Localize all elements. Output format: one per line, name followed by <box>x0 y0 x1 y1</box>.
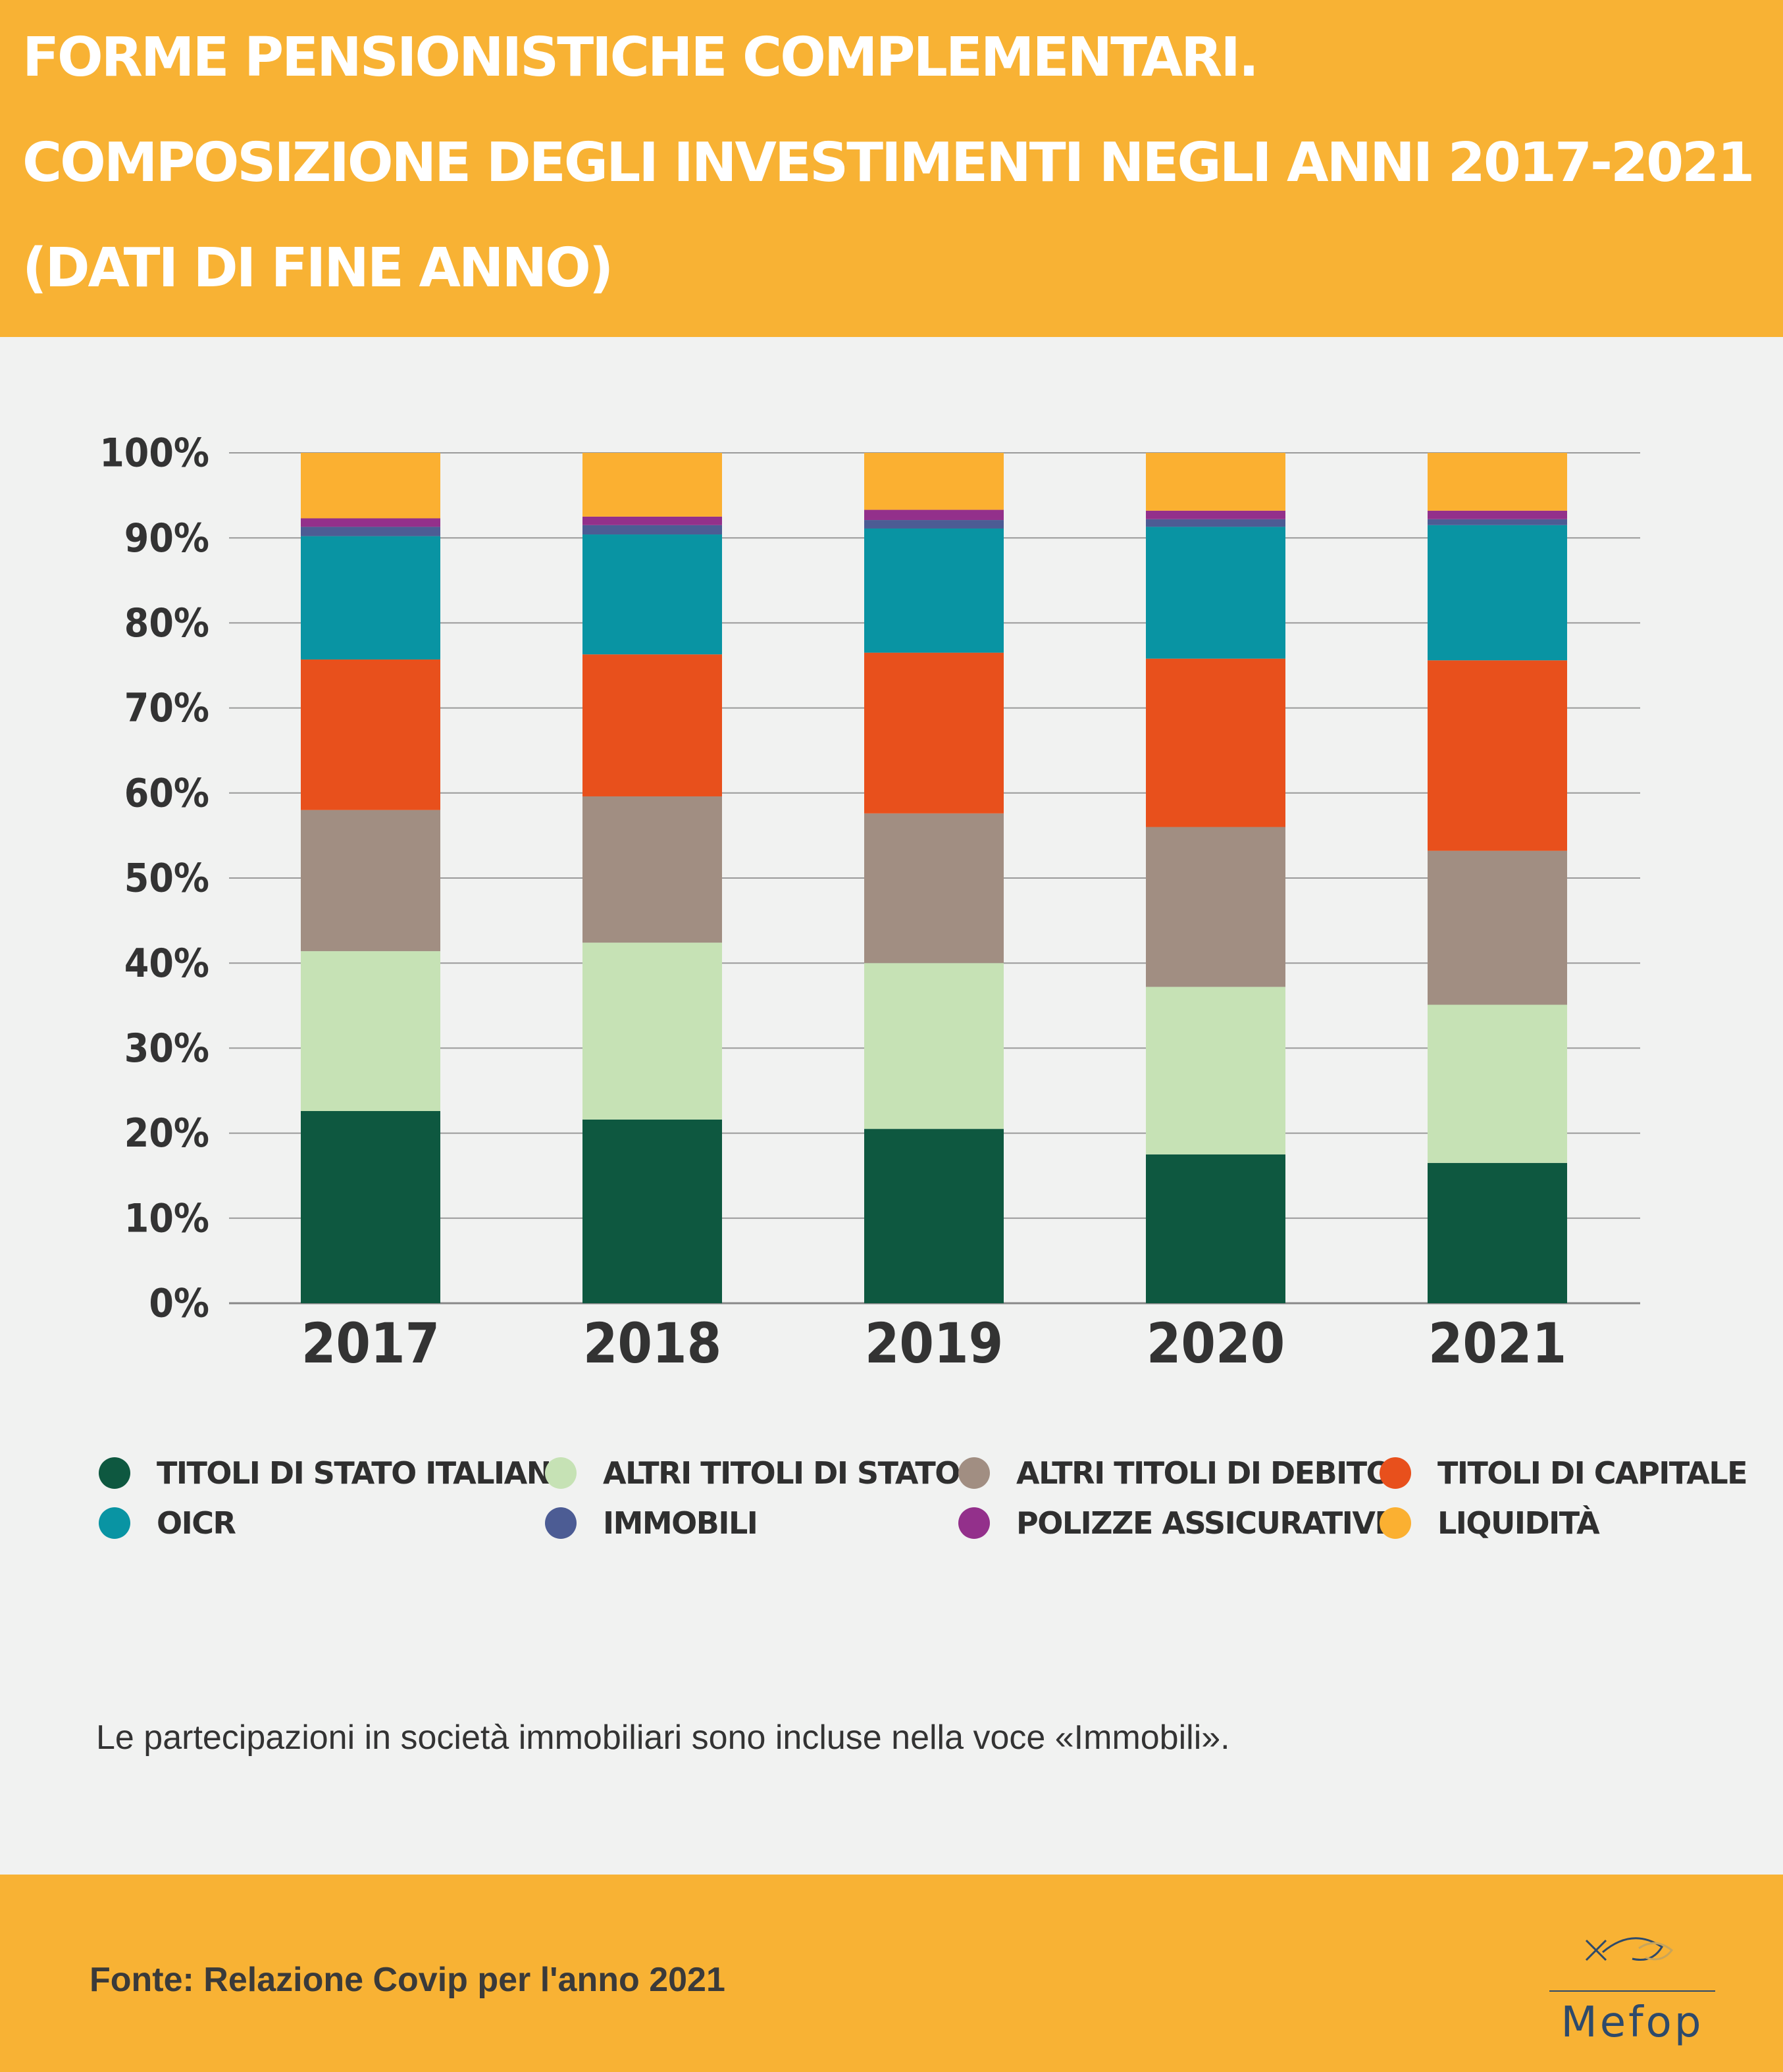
legend-label: TITOLI DI CAPITALE <box>1437 1455 1748 1491</box>
bar-segment <box>1146 519 1285 527</box>
footnote: Le partecipazioni in società immobiliari… <box>96 1719 1230 1757</box>
chart-title-line-3: (DATI DI FINE ANNO) <box>22 237 613 299</box>
bar-segment <box>1146 510 1285 519</box>
bar-segment <box>1428 453 1567 511</box>
bar-segment <box>301 453 440 519</box>
mefop-logo: Mefop <box>1540 1901 1724 2059</box>
bar-segment <box>582 796 722 943</box>
y-tick-label: 20% <box>124 1110 209 1156</box>
bar-segment <box>1428 519 1567 525</box>
bar-segment <box>864 1129 1004 1303</box>
y-tick-label: 100% <box>99 430 209 477</box>
x-tick-label: 2021 <box>1428 1311 1566 1376</box>
stacked-bar-chart: 0%10%20%30%40%50%60%70%80%90%100% 2017 20… <box>99 430 1640 1376</box>
x-tick-label: 2017 <box>301 1311 440 1376</box>
chart-title-line-1: FORME PENSIONISTICHE COMPLEMENTARI. <box>22 26 1259 89</box>
bar-segment <box>301 527 440 536</box>
bar-segment <box>582 943 722 1120</box>
chart-title-line-2: COMPOSIZIONE DEGLI INVESTIMENTI NEGLI AN… <box>22 132 1755 194</box>
logo-divider <box>1549 1990 1715 1992</box>
legend-label: OICR <box>157 1505 236 1541</box>
logo-text: Mefop <box>1561 1998 1704 2047</box>
bar-segment <box>1146 658 1285 827</box>
y-tick-label: 60% <box>124 770 209 816</box>
source-text: Fonte: Relazione Covip per l'anno 2021 <box>90 1961 725 1999</box>
legend-swatch <box>99 1507 130 1539</box>
bar-segment <box>1428 1162 1567 1303</box>
legend-swatch <box>958 1457 990 1489</box>
x-tick-label: 2018 <box>583 1311 721 1376</box>
y-tick-label: 0% <box>149 1281 209 1327</box>
bar-segment <box>1428 525 1567 661</box>
bar-segment <box>582 654 722 796</box>
bar-segment <box>1428 510 1567 519</box>
y-tick-label: 80% <box>124 600 209 646</box>
legend: TITOLI DI STATO ITALIANI ALTRI TITOLI DI … <box>0 1455 1783 1586</box>
footer-banner: Fonte: Relazione Covip per l'anno 2021 M… <box>0 1875 1783 2072</box>
bar-segment <box>1428 1004 1567 1163</box>
bar-segment <box>1428 850 1567 1005</box>
header-banner: FORME PENSIONISTICHE COMPLEMENTARI. COMP… <box>0 0 1783 337</box>
bar-segment <box>301 1111 440 1303</box>
legend-swatch <box>1380 1457 1411 1489</box>
legend-swatch <box>545 1507 577 1539</box>
legend-label: ALTRI TITOLI DI STATO <box>603 1455 960 1491</box>
bar-segment <box>864 652 1004 814</box>
bar-segment <box>1146 453 1285 511</box>
legend-label: ALTRI TITOLI DI DEBITO <box>1016 1455 1392 1491</box>
y-tick-label: 70% <box>124 685 209 731</box>
y-tick-label: 40% <box>124 941 209 987</box>
x-tick-label: 2020 <box>1147 1311 1285 1376</box>
legend-swatch <box>1380 1507 1411 1539</box>
bar-segment <box>864 528 1004 653</box>
logo-mark-icon <box>1585 1937 1674 1961</box>
bar-segment <box>1428 660 1567 851</box>
legend-label: LIQUIDITÀ <box>1437 1505 1600 1541</box>
bar-segment <box>1146 1154 1285 1303</box>
legend-swatch <box>958 1507 990 1539</box>
bar-segment <box>301 951 440 1112</box>
bars <box>301 453 1567 1303</box>
legend-swatch <box>545 1457 577 1489</box>
bar-segment <box>582 534 722 655</box>
y-tick-label: 30% <box>124 1025 209 1072</box>
bar-segment <box>582 453 722 517</box>
bar-segment <box>864 813 1004 964</box>
y-tick-label: 90% <box>124 515 209 561</box>
bar-segment <box>1146 987 1285 1154</box>
legend-label: IMMOBILI <box>603 1505 758 1541</box>
x-axis-ticks: 2017 2018 2019 2020 2021 <box>301 1311 1566 1376</box>
bar-segment <box>864 520 1004 529</box>
y-tick-label: 10% <box>124 1195 209 1241</box>
x-tick-label: 2019 <box>865 1311 1003 1376</box>
bar-segment <box>582 516 722 525</box>
bar-segment <box>301 659 440 810</box>
bar-segment <box>864 509 1004 521</box>
bar-segment <box>301 536 440 660</box>
bar-segment <box>301 810 440 952</box>
y-axis-ticks: 0% 10% 20% 30% 40% 50% 60% 70% 80% 90% 100% <box>99 430 209 1327</box>
bar-segment <box>864 963 1004 1129</box>
bar-segment <box>582 1119 722 1303</box>
bar-segment <box>864 453 1004 510</box>
bar-segment <box>582 525 722 535</box>
bar-segment <box>301 518 440 527</box>
bar-segment <box>1146 827 1285 987</box>
bar-segment <box>1146 527 1285 659</box>
legend-swatch <box>99 1457 130 1489</box>
legend-label: TITOLI DI STATO ITALIANI <box>157 1455 562 1491</box>
legend-label: POLIZZE ASSICURATIVE <box>1016 1505 1395 1541</box>
y-tick-label: 50% <box>124 856 209 902</box>
